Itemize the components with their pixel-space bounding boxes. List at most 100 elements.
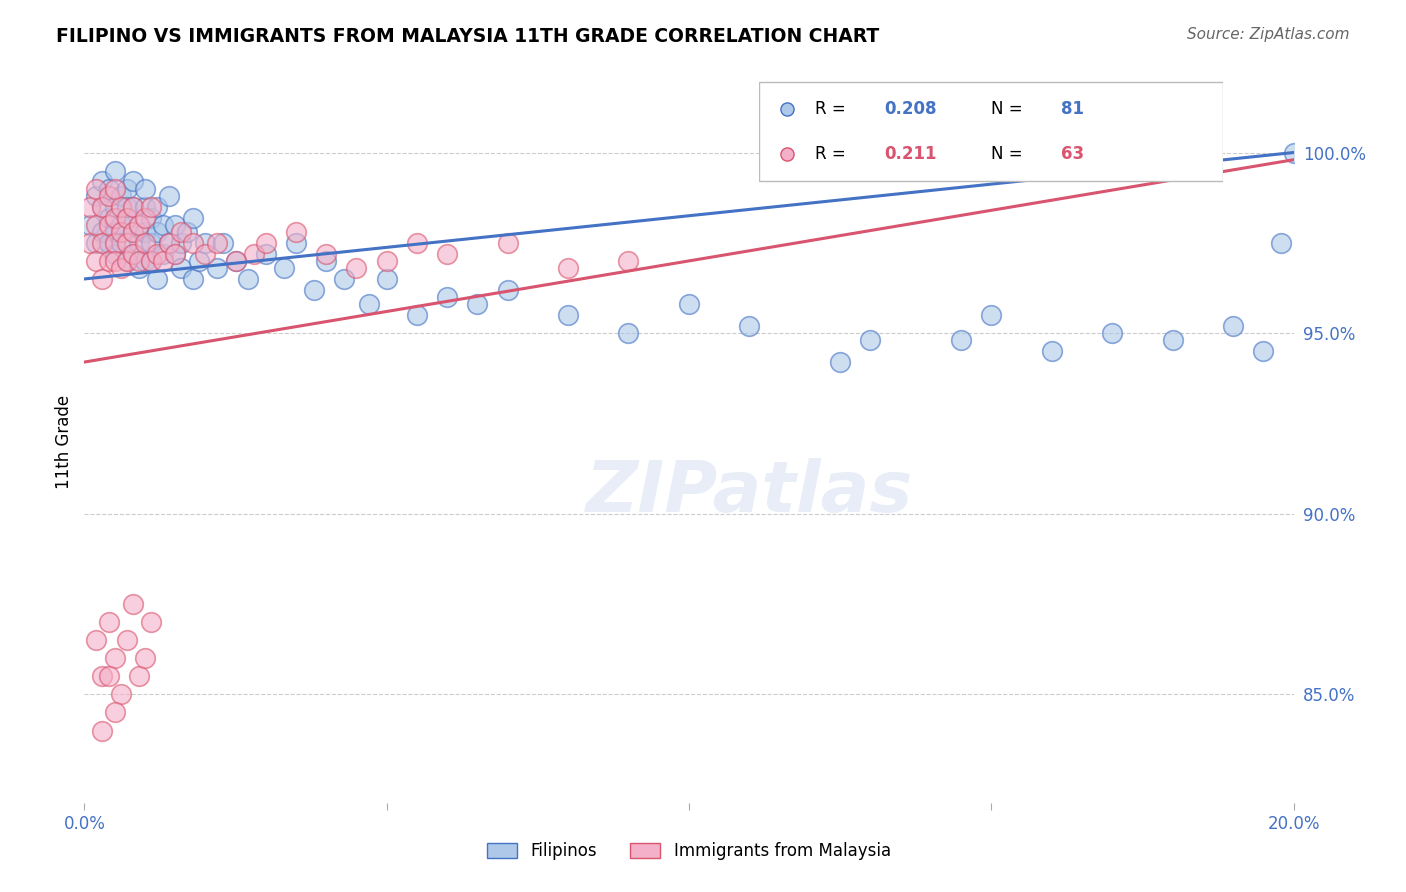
Point xyxy=(86,189,108,203)
Point xyxy=(104,163,127,178)
Text: FILIPINO VS IMMIGRANTS FROM MALAYSIA 11TH GRADE CORRELATION CHART: FILIPINO VS IMMIGRANTS FROM MALAYSIA 11T… xyxy=(56,27,880,45)
Point xyxy=(678,297,700,311)
Point xyxy=(104,225,127,239)
Point xyxy=(1161,334,1184,348)
Point xyxy=(97,254,120,268)
Point xyxy=(152,254,174,268)
Point xyxy=(738,318,761,333)
Point xyxy=(110,189,132,203)
Point xyxy=(86,633,108,648)
Point xyxy=(134,182,156,196)
Point xyxy=(115,235,138,250)
Point xyxy=(152,246,174,260)
Point xyxy=(557,261,579,276)
Point xyxy=(121,225,143,239)
Point xyxy=(110,261,132,276)
Point xyxy=(91,235,114,250)
Point xyxy=(333,272,356,286)
Point xyxy=(285,235,308,250)
Point xyxy=(950,334,973,348)
Point xyxy=(121,597,143,611)
Point xyxy=(285,225,308,239)
Point xyxy=(97,182,120,196)
Point xyxy=(134,200,156,214)
Point xyxy=(157,189,180,203)
Point xyxy=(121,246,143,260)
Point xyxy=(146,272,169,286)
Point xyxy=(1253,344,1275,359)
Point xyxy=(104,706,127,720)
Point xyxy=(157,235,180,250)
Point xyxy=(170,225,193,239)
Point xyxy=(115,254,138,268)
Point xyxy=(315,246,337,260)
Point xyxy=(91,200,114,214)
Point xyxy=(165,246,187,260)
Point xyxy=(139,254,162,268)
Point xyxy=(139,211,162,225)
Point xyxy=(104,211,127,225)
Point xyxy=(236,272,259,286)
Point xyxy=(254,246,277,260)
Point xyxy=(375,254,398,268)
Point xyxy=(212,235,235,250)
Point xyxy=(91,669,114,683)
Point xyxy=(1040,344,1063,359)
Point xyxy=(86,235,108,250)
Point xyxy=(496,283,519,297)
Point xyxy=(273,261,295,276)
Point xyxy=(617,326,640,341)
Point xyxy=(110,688,132,702)
Point xyxy=(128,254,150,268)
Point xyxy=(104,254,127,268)
Point xyxy=(315,254,337,268)
Text: 63: 63 xyxy=(1062,145,1084,163)
Point xyxy=(104,235,127,250)
Point xyxy=(302,283,325,297)
Text: N =: N = xyxy=(991,100,1028,118)
Point xyxy=(436,290,458,304)
Point xyxy=(121,200,143,214)
Point xyxy=(181,211,204,225)
Point xyxy=(1101,326,1123,341)
Point xyxy=(165,246,187,260)
Point xyxy=(86,182,108,196)
Point xyxy=(176,225,198,239)
Point xyxy=(375,272,398,286)
Point xyxy=(859,334,882,348)
Point xyxy=(496,235,519,250)
Point xyxy=(139,615,162,630)
Point xyxy=(207,261,229,276)
Point xyxy=(115,182,138,196)
Point xyxy=(91,174,114,188)
Point xyxy=(254,235,277,250)
Point xyxy=(406,308,429,322)
Point xyxy=(165,218,187,232)
Point xyxy=(79,218,101,232)
Point xyxy=(188,254,211,268)
Text: Source: ZipAtlas.com: Source: ZipAtlas.com xyxy=(1187,27,1350,42)
Point xyxy=(104,182,127,196)
Point xyxy=(346,261,368,276)
Point xyxy=(115,633,138,648)
Point xyxy=(121,200,143,214)
Point xyxy=(104,651,127,665)
Point xyxy=(115,200,138,214)
Point xyxy=(1222,318,1244,333)
Point xyxy=(207,235,229,250)
Point xyxy=(170,235,193,250)
Point xyxy=(115,211,138,225)
Point xyxy=(110,200,132,214)
Point xyxy=(128,218,150,232)
Point xyxy=(242,246,264,260)
Point xyxy=(97,211,120,225)
Point xyxy=(357,297,380,311)
Text: R =: R = xyxy=(815,100,851,118)
Point xyxy=(134,254,156,268)
Point xyxy=(146,246,169,260)
Point xyxy=(128,218,150,232)
Point xyxy=(152,218,174,232)
Point xyxy=(104,246,127,260)
Point xyxy=(134,651,156,665)
Point xyxy=(181,235,204,250)
